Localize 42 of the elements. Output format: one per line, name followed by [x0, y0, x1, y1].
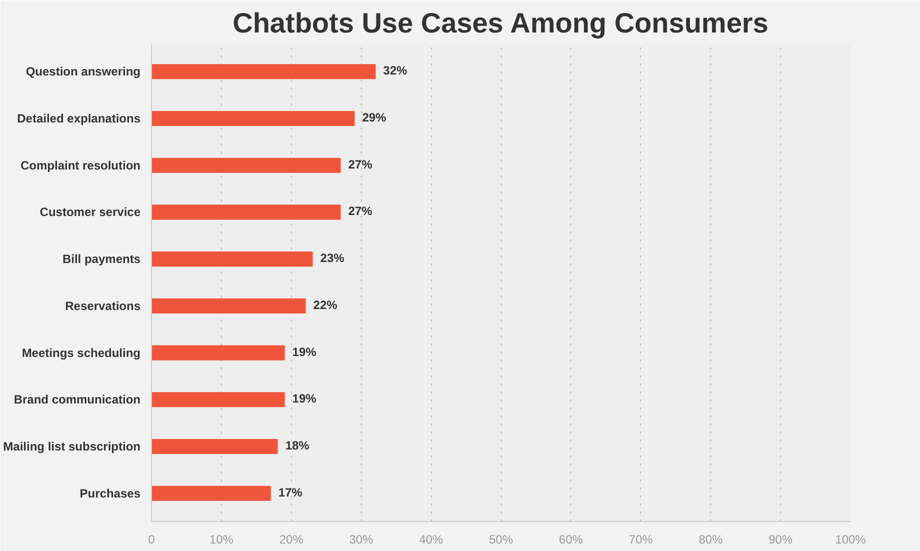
data-label: 29% [362, 110, 387, 124]
chart-title: Chatbots Use Cases Among Consumers [232, 8, 768, 38]
y-tick-label: Question answering [26, 64, 140, 79]
x-tick-label: 20% [279, 532, 304, 546]
data-label: 18% [285, 438, 310, 453]
y-tick-label: Customer service [40, 205, 141, 220]
bar [152, 486, 271, 501]
data-label: 27% [348, 204, 373, 218]
y-tick-label: Bill payments [62, 252, 141, 266]
data-label: 23% [320, 251, 345, 266]
bar [152, 204, 341, 220]
y-tick-label: Complaint resolution [20, 158, 140, 172]
x-tick-label: 40% [419, 532, 444, 546]
x-tick-label: 50% [488, 532, 514, 546]
bar [152, 158, 341, 173]
data-label: 22% [313, 298, 338, 312]
y-tick-label: Meetings scheduling [22, 346, 141, 360]
x-tick-label: 90% [768, 532, 793, 546]
x-tick-label: 0 [148, 532, 156, 546]
x-tick-label: 80% [698, 532, 724, 546]
x-tick-label: 10% [209, 532, 234, 546]
bar [152, 438, 278, 454]
x-tick-label: 70% [628, 532, 654, 546]
data-label: 19% [292, 392, 317, 406]
y-tick-label: Mailing list subscription [3, 440, 140, 454]
bar [152, 392, 285, 408]
bar [152, 345, 285, 360]
y-tick-label: Brand communication [14, 392, 141, 407]
y-tick-label: Purchases [80, 486, 141, 500]
y-tick-label: Reservations [65, 298, 141, 313]
x-tick-label: 30% [349, 532, 374, 546]
x-tick-label: 100% [835, 532, 866, 546]
data-label: 17% [278, 485, 303, 500]
x-tick-label: 60% [558, 532, 584, 546]
data-label: 27% [348, 157, 373, 172]
bar [152, 252, 313, 267]
bar [152, 298, 306, 314]
bar [152, 64, 376, 80]
data-label: 19% [292, 344, 317, 359]
data-label: 32% [383, 64, 408, 78]
bar [152, 110, 355, 126]
y-tick-label: Detailed explanations [17, 111, 141, 126]
